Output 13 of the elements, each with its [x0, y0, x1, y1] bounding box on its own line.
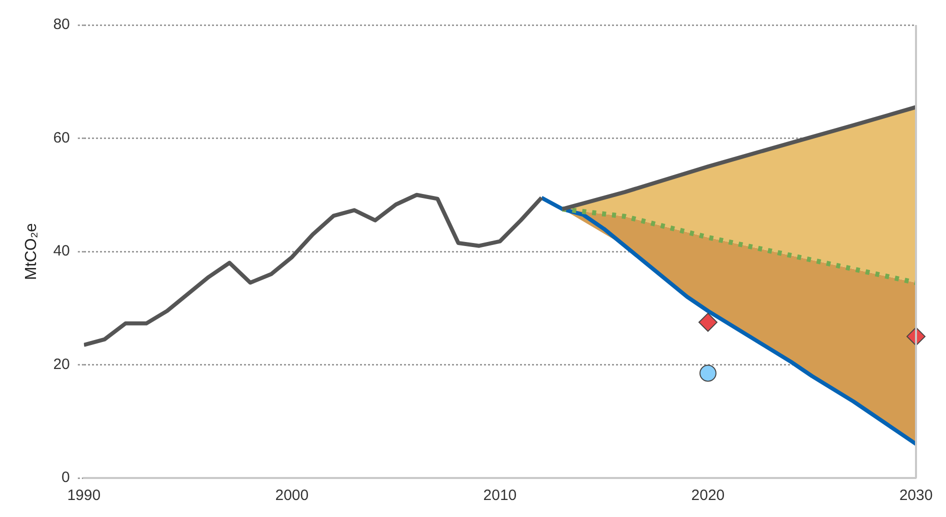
x-tick-label: 2010 [483, 487, 517, 504]
x-tick-label: 1990 [67, 487, 101, 504]
x-tick-label: 2000 [275, 487, 309, 504]
y-tick-label: 40 [53, 242, 70, 260]
y-tick-label: 60 [53, 129, 70, 146]
y-tick-label: 20 [53, 356, 70, 373]
point [698, 312, 718, 332]
y-tick-label: 0 [62, 469, 70, 486]
x-tick-label: 2030 [899, 487, 933, 504]
point [699, 364, 716, 382]
y-tick-label: 80 [53, 16, 70, 34]
x-tick-label: 2020 [691, 487, 725, 504]
y-axis-title: MtCO₂e [23, 222, 40, 280]
